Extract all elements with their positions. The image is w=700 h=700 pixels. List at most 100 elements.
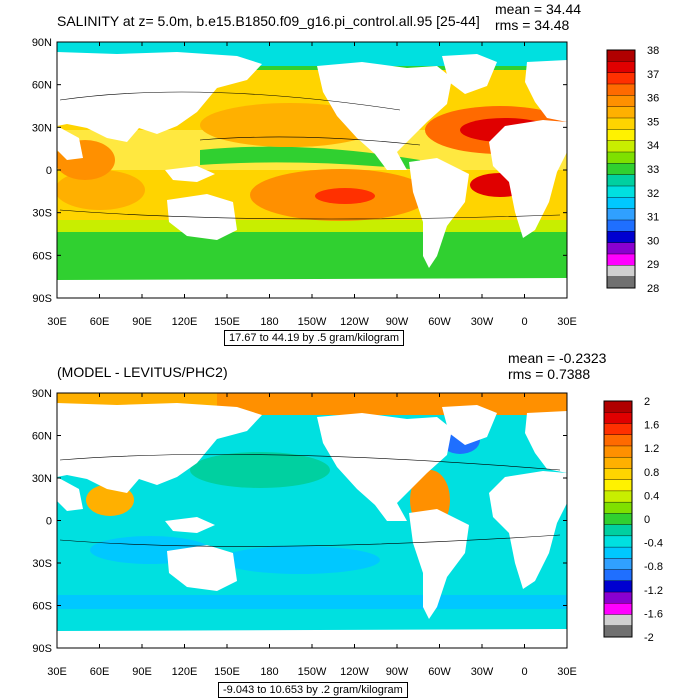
colorbar-swatch: [603, 513, 633, 526]
colorbar-swatch: [606, 117, 636, 130]
colorbar-swatch: [606, 95, 636, 108]
lat-tick-label: 0: [46, 516, 52, 528]
colorbar-label: 30: [647, 235, 659, 247]
colorbar-swatch: [606, 163, 636, 176]
colorbar-label: 37: [647, 69, 659, 81]
colorbar-swatch: [606, 197, 636, 210]
colorbar-label: 29: [647, 259, 659, 271]
colorbar-label: 28: [647, 283, 659, 295]
panel2-mean: mean = -0.2323: [508, 350, 607, 366]
colorbar-label: 32: [647, 188, 659, 200]
colorbar-swatch: [603, 501, 633, 514]
lon-tick-label: 180: [260, 316, 278, 328]
colorbar-swatch: [606, 276, 636, 289]
colorbar-swatch: [603, 535, 633, 548]
colorbar-swatch: [606, 83, 636, 96]
colorbar-swatch: [606, 208, 636, 221]
lon-tick-label: 90E: [132, 316, 152, 328]
colorbar-label: -1.6: [644, 608, 663, 620]
colorbar-swatch: [606, 219, 636, 232]
colorbar-swatch: [603, 423, 633, 436]
lat-tick-label: 60N: [32, 431, 52, 443]
colorbar-swatch: [603, 625, 633, 638]
colorbar-label: 31: [647, 212, 659, 224]
lat-tick-label: 60S: [32, 250, 52, 262]
lat-tick-label: 90S: [32, 293, 52, 305]
panel2-contour-info: -9.043 to 10.653 by .2 gram/kilogram: [218, 682, 408, 698]
lon-tick-label: 150E: [214, 316, 240, 328]
colorbar-label: 2: [644, 396, 650, 408]
colorbar-label: -2: [644, 632, 654, 644]
lon-tick-label: 60E: [90, 666, 110, 678]
colorbar-swatch: [606, 174, 636, 187]
lon-tick-label: 30E: [47, 316, 67, 328]
colorbar-label: -1.2: [644, 585, 663, 597]
colorbar-label: 35: [647, 116, 659, 128]
panel1-title: SALINITY at z= 5.0m, b.e15.B1850.f09_g16…: [57, 13, 480, 29]
colorbar-swatch: [606, 129, 636, 142]
lon-tick-label: 0: [521, 666, 527, 678]
lon-tick-label: 90E: [132, 666, 152, 678]
lon-tick-label: 30W: [471, 316, 494, 328]
lon-tick-label: 150W: [298, 316, 327, 328]
colorbar-label: 38: [647, 45, 659, 57]
lat-tick-label: 90N: [32, 37, 52, 49]
colorbar-swatch: [606, 151, 636, 164]
lon-tick-label: 30W: [471, 666, 494, 678]
lon-tick-label: 0: [521, 316, 527, 328]
colorbar-swatch: [606, 72, 636, 85]
lon-tick-label: 180: [260, 666, 278, 678]
panel1-map: [56, 41, 568, 299]
colorbar-label: -0.8: [644, 561, 663, 573]
colorbar-swatch: [603, 580, 633, 593]
colorbar-swatch: [606, 49, 636, 62]
lat-tick-label: 90S: [32, 643, 52, 655]
colorbar-swatch: [603, 603, 633, 616]
colorbar-swatch: [603, 546, 633, 559]
lon-tick-label: 30E: [557, 316, 577, 328]
colorbar-swatch: [603, 434, 633, 447]
colorbar-label: 0.8: [644, 467, 659, 479]
lon-tick-label: 120W: [340, 316, 369, 328]
colorbar-swatch: [606, 185, 636, 198]
colorbar-label: 33: [647, 164, 659, 176]
colorbar-label: 1.6: [644, 420, 659, 432]
colorbar-swatch: [603, 614, 633, 627]
panel2-rms: rms = 0.7388: [508, 366, 591, 382]
colorbar-label: -0.4: [644, 538, 663, 550]
panel1-contour-info: 17.67 to 44.19 by .5 gram/kilogram: [224, 330, 404, 346]
lat-tick-label: 30N: [32, 473, 52, 485]
colorbar-swatch: [603, 412, 633, 424]
colorbar-label: 0: [644, 514, 650, 526]
panel2-title: (MODEL - LEVITUS/PHC2): [57, 364, 228, 380]
colorbar-swatch: [606, 231, 636, 244]
lon-tick-label: 30E: [47, 666, 67, 678]
lat-tick-label: 30S: [32, 558, 52, 570]
lat-tick-label: 60N: [32, 80, 52, 92]
colorbar-swatch: [603, 490, 633, 503]
colorbar-swatch: [603, 591, 633, 604]
lon-tick-label: 120W: [340, 666, 369, 678]
colorbar-swatch: [606, 61, 636, 74]
colorbar-swatch: [603, 400, 633, 413]
colorbar-swatch: [606, 106, 636, 119]
panel2-map: [56, 392, 568, 649]
lat-tick-label: 60S: [32, 601, 52, 613]
lon-tick-label: 150W: [298, 666, 327, 678]
lat-tick-label: 90N: [32, 388, 52, 400]
colorbar-label: 0.4: [644, 490, 659, 502]
lon-tick-label: 90W: [386, 316, 409, 328]
colorbar-swatch: [603, 456, 633, 469]
lat-tick-label: 30N: [32, 122, 52, 134]
lon-tick-label: 90W: [386, 666, 409, 678]
lon-tick-label: 60W: [428, 666, 451, 678]
colorbar-swatch: [606, 253, 636, 266]
lat-tick-label: 0: [46, 165, 52, 177]
colorbar-swatch: [603, 468, 633, 481]
colorbar-label: 36: [647, 93, 659, 105]
lat-tick-label: 30S: [32, 208, 52, 220]
colorbar-swatch: [606, 265, 636, 278]
colorbar-swatch: [603, 479, 633, 492]
lon-tick-label: 60W: [428, 316, 451, 328]
